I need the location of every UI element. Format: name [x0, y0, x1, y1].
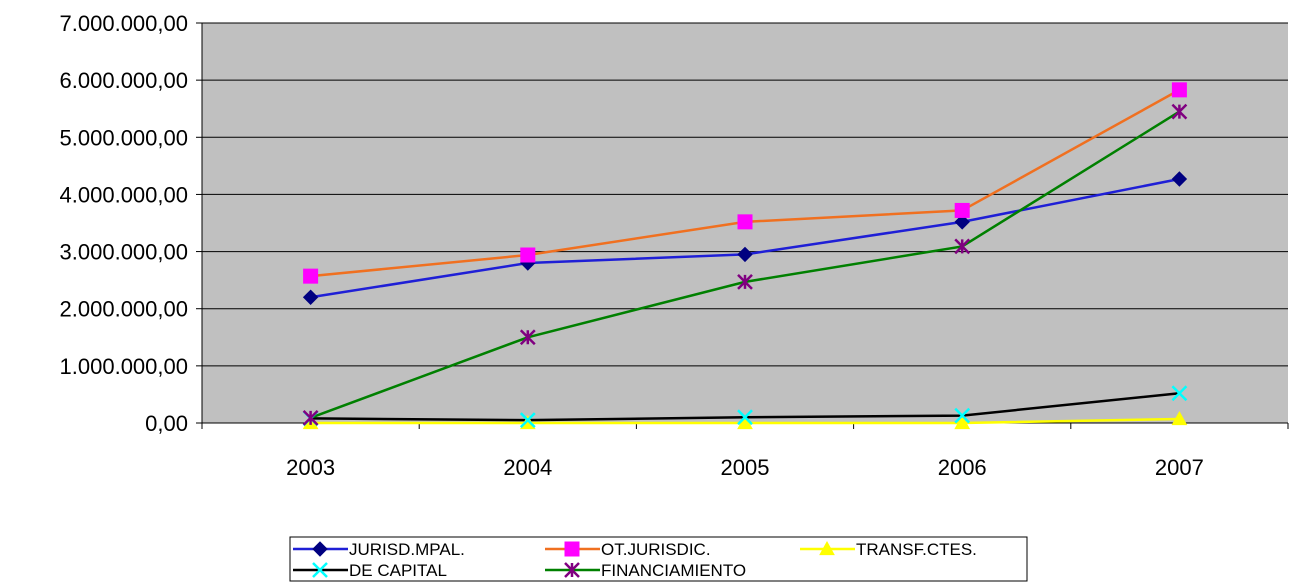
data-point	[303, 268, 319, 284]
legend-box	[289, 536, 1028, 582]
data-point	[1171, 171, 1188, 187]
legend-marker	[819, 540, 835, 556]
y-tick-label: 2.000.000,00	[60, 297, 188, 322]
y-tick-label: 0,00	[145, 411, 188, 436]
y-tick-label: 3.000.000,00	[60, 240, 188, 265]
y-tick-labels: 0,00 1.000.000,00 2.000.000,00 3.000.000,00…	[60, 11, 188, 436]
data-point	[519, 329, 536, 346]
data-point	[1171, 410, 1188, 426]
data-point	[954, 202, 970, 218]
x-tick-labels: 2003 2004 2005 2006 2007	[286, 455, 1204, 480]
x-tick-label: 2006	[938, 455, 987, 480]
y-tick-label: 7.000.000,00	[60, 11, 188, 36]
x-tick-label: 2007	[1155, 455, 1204, 480]
data-point	[737, 246, 753, 263]
data-point	[737, 214, 753, 230]
y-tick-label: 6.000.000,00	[60, 68, 188, 93]
legend-label: OT.JURISDIC.	[601, 540, 711, 559]
legend-marker	[564, 541, 580, 557]
y-tick-label: 1.000.000,00	[60, 354, 188, 379]
y-tick-label: 4.000.000,00	[60, 182, 188, 207]
data-point	[302, 289, 319, 305]
data-point	[737, 409, 753, 426]
data-point	[737, 273, 753, 290]
data-point	[954, 414, 971, 430]
legend-label: JURISD.MPAL.	[349, 540, 465, 559]
data-point	[1171, 385, 1188, 402]
x-tick-label: 2004	[503, 455, 552, 480]
data-point	[520, 247, 536, 263]
legend-marker	[312, 562, 328, 578]
y-tick-label: 5.000.000,00	[60, 125, 188, 150]
data-point	[1171, 82, 1187, 98]
legend: JURISD.MPAL. OT.JURISDIC. TRANSF.CTES. DE C…	[293, 540, 977, 580]
series-markers	[302, 82, 1188, 430]
data-point	[954, 407, 971, 424]
legend-marker	[312, 541, 328, 557]
data-point	[954, 238, 971, 255]
data-point	[519, 412, 536, 429]
data-point	[954, 214, 970, 230]
legend-marker	[564, 562, 580, 578]
data-point	[302, 409, 319, 426]
x-tick-label: 2003	[286, 455, 335, 480]
legend-label: DE CAPITAL	[349, 561, 447, 580]
legend-label: TRANSF.CTES.	[856, 540, 977, 559]
legend-label: FINANCIAMIENTO	[601, 561, 746, 580]
x-tick-label: 2005	[721, 455, 770, 480]
data-point	[1171, 103, 1188, 120]
